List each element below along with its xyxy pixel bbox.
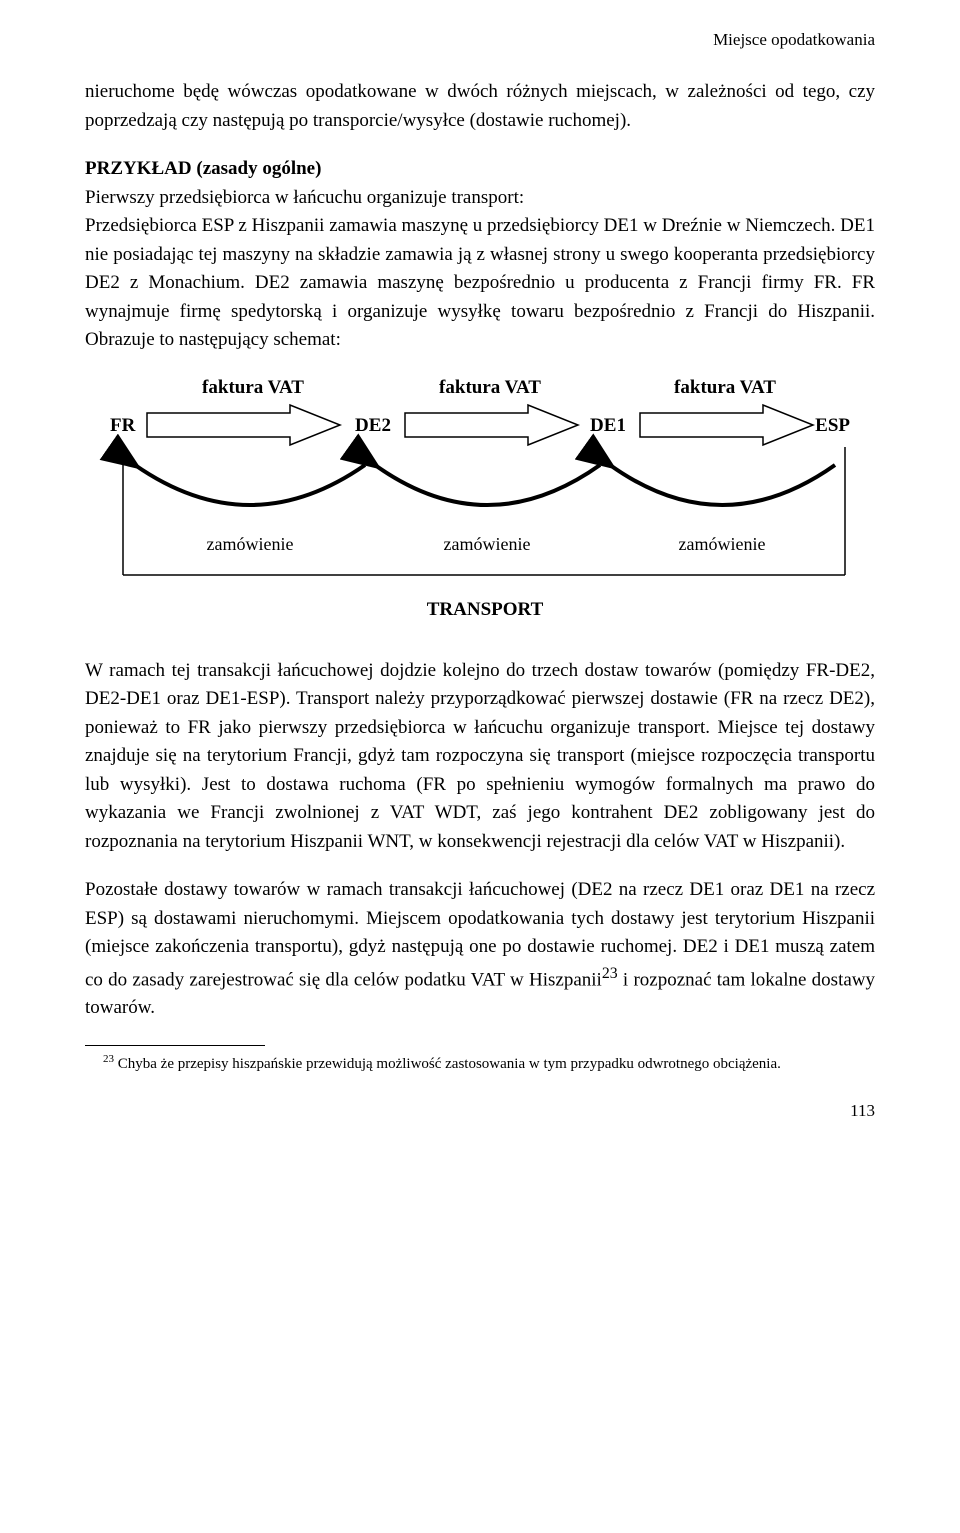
label-zam-2: zamówienie <box>444 534 531 554</box>
arrow-de1-esp <box>640 405 813 445</box>
body-paragraph-3: Pozostałe dostawy towarów w ramach trans… <box>85 876 875 1023</box>
footnote-text: Chyba że przepisy hiszpańskie przewidują… <box>114 1056 781 1072</box>
node-fr: FR <box>110 415 136 436</box>
example-title: PRZYKŁAD (zasady ogólne) <box>85 158 321 179</box>
footnote-number: 23 <box>103 1053 114 1065</box>
arrow-de2-de1 <box>405 405 578 445</box>
intro-paragraph: nieruchome będę wówczas opodatkowane w d… <box>85 78 875 135</box>
footnote-23: 23 Chyba że przepisy hiszpańskie przewid… <box>85 1052 875 1075</box>
page-number: 113 <box>85 1101 875 1121</box>
body-paragraph-2: W ramach tej transakcji łańcuchowej dojd… <box>85 657 875 857</box>
arrow-fr-de2 <box>147 405 340 445</box>
curve-esp-de1 <box>610 465 835 505</box>
curve-de2-fr <box>135 465 365 505</box>
page-header: Miejsce opodatkowania <box>85 30 875 50</box>
flow-diagram: faktura VAT faktura VAT faktura VAT FR D… <box>85 375 875 635</box>
label-faktura-2: faktura VAT <box>439 377 541 398</box>
transport-label: TRANSPORT <box>427 599 544 620</box>
footnote-separator <box>85 1045 265 1046</box>
node-de2: DE2 <box>355 415 391 436</box>
label-faktura-1: faktura VAT <box>202 377 304 398</box>
example-subtitle: Pierwszy przedsiębiorca w łańcuchu organ… <box>85 187 524 208</box>
label-faktura-3: faktura VAT <box>674 377 776 398</box>
label-zam-1: zamówienie <box>207 534 294 554</box>
node-esp: ESP <box>815 415 850 436</box>
example-body: Przedsiębiorca ESP z Hiszpanii zamawia m… <box>85 215 875 350</box>
label-zam-3: zamówienie <box>679 534 766 554</box>
node-de1: DE1 <box>590 415 626 436</box>
footnote-ref-23: 23 <box>602 965 618 982</box>
example-block: PRZYKŁAD (zasady ogólne) Pierwszy przeds… <box>85 155 875 355</box>
curve-de1-de2 <box>375 465 600 505</box>
